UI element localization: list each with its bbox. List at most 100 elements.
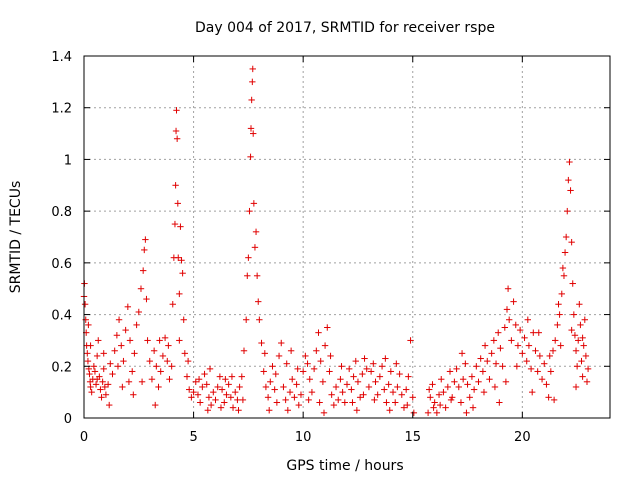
y-tick-label: 1.4: [51, 50, 72, 65]
data-point: [190, 388, 197, 396]
x-tick-label: 15: [404, 430, 421, 445]
data-point: [192, 378, 199, 385]
data-point: [430, 404, 437, 411]
data-point: [447, 396, 455, 404]
data-point: [232, 388, 239, 396]
data-point: [133, 321, 140, 329]
data-point: [235, 407, 242, 414]
data-point: [234, 396, 241, 404]
data-point: [223, 391, 230, 398]
data-point: [249, 65, 256, 73]
data-point: [93, 376, 101, 383]
data-point: [525, 342, 533, 349]
data-point: [481, 342, 489, 349]
data-point: [458, 350, 466, 357]
data-point: [457, 399, 465, 406]
data-point: [93, 352, 101, 360]
data-point: [99, 378, 106, 385]
data-point: [218, 386, 226, 393]
data-point: [570, 311, 578, 318]
data-point: [356, 394, 364, 401]
data-point: [354, 378, 362, 385]
data-point: [440, 388, 447, 396]
data-point: [546, 352, 553, 360]
data-point: [107, 360, 114, 367]
data-point: [137, 285, 145, 292]
data-point: [317, 357, 324, 365]
data-point: [435, 391, 443, 398]
data-point: [159, 352, 167, 360]
data-point: [581, 316, 588, 323]
data-point: [207, 401, 215, 409]
data-point: [315, 329, 322, 336]
data-point: [381, 386, 388, 393]
data-point: [188, 394, 195, 401]
data-point: [453, 365, 460, 373]
data-point: [488, 350, 495, 357]
data-point: [499, 363, 506, 370]
data-point: [535, 329, 542, 336]
data-point: [367, 368, 375, 375]
data-point: [532, 347, 539, 354]
plot-frame: [83, 55, 611, 419]
data-point: [204, 407, 212, 414]
data-point: [436, 401, 444, 409]
data-point: [360, 391, 367, 398]
data-point: [442, 404, 449, 411]
data-point: [269, 363, 276, 370]
data-point: [173, 107, 180, 114]
data-point: [578, 357, 585, 365]
data-point: [275, 352, 283, 360]
data-point: [424, 409, 432, 417]
data-point: [280, 383, 287, 391]
data-point: [222, 376, 229, 383]
data-point: [176, 290, 183, 298]
data-point: [194, 391, 202, 398]
data-point: [505, 316, 513, 323]
data-point: [341, 399, 349, 406]
data-point: [495, 329, 502, 336]
data-point: [183, 373, 191, 380]
data-point: [84, 357, 92, 365]
y-tick-labels: 0 0.2 0.4 0.6 0.8 1 1.2 1.4: [51, 50, 72, 427]
data-point: [245, 254, 252, 261]
data-point: [400, 404, 408, 411]
data-point: [393, 360, 400, 367]
data-point: [242, 316, 250, 323]
data-point: [543, 381, 550, 388]
data-point: [267, 378, 274, 385]
data-point: [402, 386, 410, 393]
data-point: [255, 298, 262, 305]
data-point: [165, 342, 172, 349]
data-point: [514, 342, 522, 349]
data-point: [305, 396, 312, 404]
data-point: [330, 401, 338, 409]
data-point: [328, 391, 335, 398]
data-point: [568, 238, 575, 246]
data-point: [264, 394, 272, 401]
data-point: [565, 176, 572, 184]
data-point: [519, 350, 526, 357]
x-tick-label: 0: [80, 430, 88, 445]
data-point: [179, 270, 186, 277]
data-point: [508, 337, 515, 344]
data-point: [510, 298, 517, 305]
data-point: [552, 337, 559, 344]
data-point: [168, 363, 175, 370]
data-point: [247, 125, 255, 132]
data-point: [470, 386, 478, 393]
axis-ticks: [83, 55, 610, 419]
data-point: [431, 399, 438, 406]
data-point: [536, 352, 544, 360]
data-point: [177, 223, 184, 230]
data-point: [523, 357, 530, 365]
data-point: [475, 378, 482, 385]
data-point: [227, 394, 235, 401]
data-point: [389, 388, 397, 396]
data-point: [549, 347, 557, 354]
data-point: [516, 326, 524, 334]
data-point: [148, 376, 156, 383]
data-point: [580, 342, 587, 349]
data-point: [87, 342, 94, 349]
